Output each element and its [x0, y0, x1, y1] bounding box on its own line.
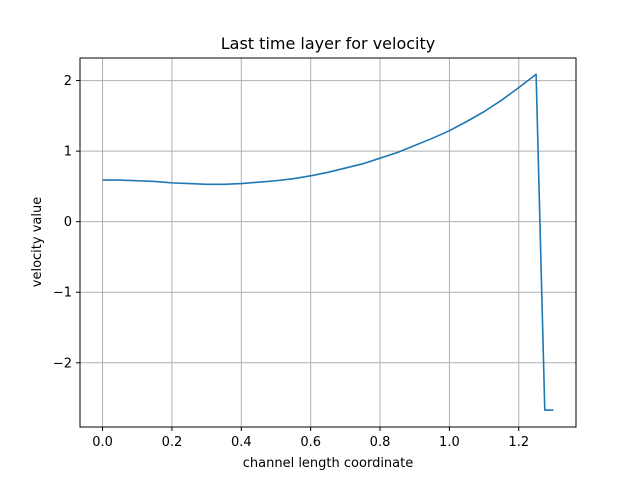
- y-tick-label: 1: [64, 145, 72, 160]
- y-tick-label: 0: [64, 215, 72, 230]
- grid-lines: [80, 58, 576, 427]
- x-tick-label: 0.6: [300, 435, 321, 450]
- y-tick-label: −1: [53, 286, 72, 301]
- x-tick-label: 0.2: [162, 435, 183, 450]
- x-tick-label: 1.2: [508, 435, 529, 450]
- y-tick-label: 2: [64, 74, 72, 89]
- x-tick-label: 0.4: [231, 435, 252, 450]
- chart-title: Last time layer for velocity: [221, 34, 436, 53]
- x-tick-label: 0.8: [370, 435, 391, 450]
- plot-frame: [79, 57, 577, 428]
- x-tick-label: 0.0: [92, 435, 113, 450]
- axis-ticks: 0.0 0.2 0.4 0.6 0.8 1.0 1.2 −2 −1 0 1 2: [53, 74, 529, 450]
- x-axis-label: channel length coordinate: [243, 456, 413, 471]
- series-line-0: [102, 73, 554, 411]
- y-axis-label: velocity value: [30, 197, 45, 287]
- series-layer: [102, 73, 554, 411]
- x-tick-label: 1.0: [439, 435, 460, 450]
- y-tick-label: −2: [53, 356, 72, 371]
